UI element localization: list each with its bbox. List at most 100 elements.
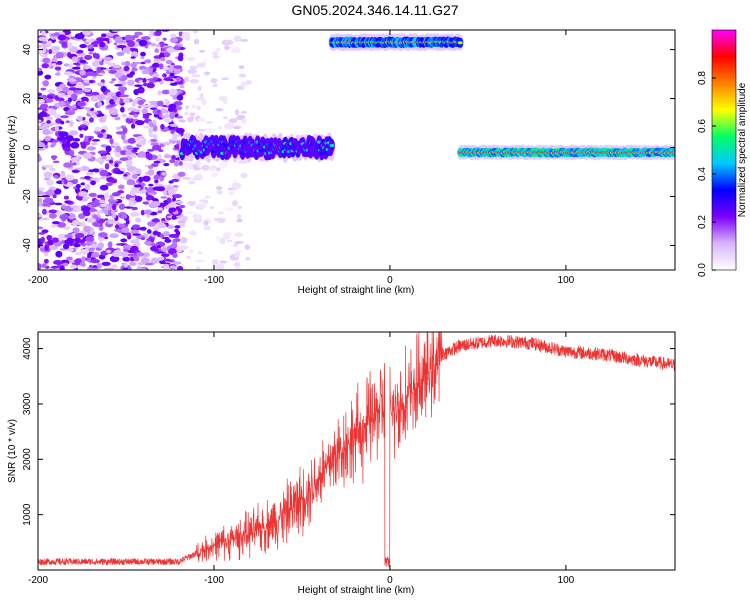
noise-cell bbox=[38, 125, 49, 130]
noise-cell bbox=[133, 114, 138, 118]
noise-cell bbox=[111, 264, 118, 270]
noise-cell bbox=[150, 200, 161, 207]
noise-cell bbox=[146, 229, 152, 234]
noise-cell bbox=[84, 183, 91, 191]
noise-cell bbox=[191, 74, 201, 78]
noise-cell bbox=[131, 147, 140, 150]
noise-cell bbox=[51, 237, 59, 243]
noise-cell bbox=[105, 145, 112, 153]
noise-cell bbox=[68, 130, 79, 136]
noise-cell bbox=[127, 253, 137, 257]
noise-cell bbox=[83, 210, 91, 217]
noise-cell bbox=[172, 133, 177, 139]
noise-cell bbox=[178, 119, 186, 123]
noise-cell bbox=[111, 251, 122, 258]
noise-cell bbox=[224, 122, 235, 130]
noise-cell bbox=[130, 170, 137, 175]
noise-cell bbox=[86, 217, 97, 223]
noise-cell bbox=[63, 226, 71, 230]
noise-cell bbox=[160, 123, 165, 130]
noise-cell bbox=[121, 227, 130, 234]
noise-cell bbox=[138, 39, 148, 47]
noise-cell bbox=[112, 95, 118, 101]
noise-cell bbox=[180, 215, 188, 222]
noise-cell bbox=[109, 233, 119, 239]
noise-cell bbox=[215, 236, 221, 241]
noise-cell bbox=[149, 122, 154, 128]
noise-cell bbox=[64, 99, 70, 107]
noise-cell bbox=[96, 262, 102, 269]
noise-cell bbox=[115, 170, 125, 175]
noise-cell bbox=[107, 241, 113, 248]
noise-cell bbox=[124, 206, 134, 209]
noise-cell bbox=[71, 169, 80, 174]
spectrogram-x-axis-label: Height of straight line (km) bbox=[298, 285, 415, 296]
noise-cell bbox=[131, 100, 136, 107]
spectrogram-y-axis-label: Frequency (Hz) bbox=[7, 116, 18, 185]
noise-cell bbox=[53, 174, 59, 179]
noise-cell bbox=[140, 36, 151, 40]
noise-cell bbox=[79, 248, 90, 255]
noise-cell bbox=[96, 66, 101, 74]
noise-cell bbox=[144, 240, 152, 245]
snr-frame bbox=[37, 331, 676, 571]
noise-cell bbox=[210, 165, 217, 169]
noise-cell bbox=[50, 45, 61, 52]
noise-cell bbox=[148, 33, 154, 38]
noise-cell bbox=[85, 38, 95, 43]
x-tick-label: 100 bbox=[558, 575, 575, 586]
snr-x-axis-label: Height of straight line (km) bbox=[298, 585, 415, 596]
noise-cell bbox=[42, 80, 49, 87]
noise-cell bbox=[123, 174, 128, 177]
noise-cell bbox=[97, 210, 104, 214]
noise-cell bbox=[114, 116, 121, 121]
noise-cell bbox=[83, 79, 91, 84]
noise-cell bbox=[97, 242, 105, 249]
noise-cell bbox=[234, 241, 244, 244]
noise-cell bbox=[181, 31, 191, 39]
noise-cell bbox=[114, 83, 123, 87]
noise-cell bbox=[196, 173, 202, 179]
noise-cell bbox=[178, 222, 185, 228]
noise-cell bbox=[101, 261, 111, 266]
noise-cell bbox=[70, 142, 80, 149]
noise-cell bbox=[46, 120, 51, 124]
noise-cell bbox=[179, 85, 185, 89]
noise-cell bbox=[148, 183, 154, 187]
noise-cell bbox=[68, 248, 74, 252]
noise-cell bbox=[197, 128, 206, 132]
noise-cell bbox=[215, 185, 223, 190]
noise-cell bbox=[159, 52, 166, 58]
noise-cell bbox=[140, 61, 146, 65]
signal-core-cell bbox=[672, 151, 675, 155]
noise-cell bbox=[59, 265, 65, 270]
noise-cell bbox=[121, 61, 126, 66]
noise-cell bbox=[121, 133, 126, 141]
noise-cell bbox=[122, 267, 129, 270]
noise-cell bbox=[236, 218, 243, 223]
noise-cell bbox=[175, 200, 184, 204]
noise-cell bbox=[41, 217, 50, 221]
noise-cell bbox=[150, 245, 158, 252]
noise-cell bbox=[53, 32, 60, 36]
noise-cell bbox=[153, 160, 161, 164]
noise-cell bbox=[178, 245, 189, 250]
noise-cell bbox=[91, 60, 100, 67]
noise-cell bbox=[238, 73, 247, 78]
noise-cell bbox=[114, 224, 120, 230]
noise-cell bbox=[45, 116, 53, 121]
noise-cell bbox=[79, 70, 87, 76]
noise-cell bbox=[199, 93, 204, 99]
noise-cell bbox=[149, 30, 154, 35]
signal-core-cell bbox=[222, 143, 228, 147]
noise-cell bbox=[61, 41, 68, 48]
noise-cell bbox=[99, 61, 104, 66]
noise-cell bbox=[122, 98, 130, 104]
noise-cell bbox=[45, 98, 54, 103]
noise-cell bbox=[120, 251, 129, 258]
noise-cell bbox=[167, 202, 177, 208]
noise-cell bbox=[81, 166, 90, 171]
noise-cell bbox=[155, 37, 160, 42]
noise-cell bbox=[85, 71, 96, 77]
